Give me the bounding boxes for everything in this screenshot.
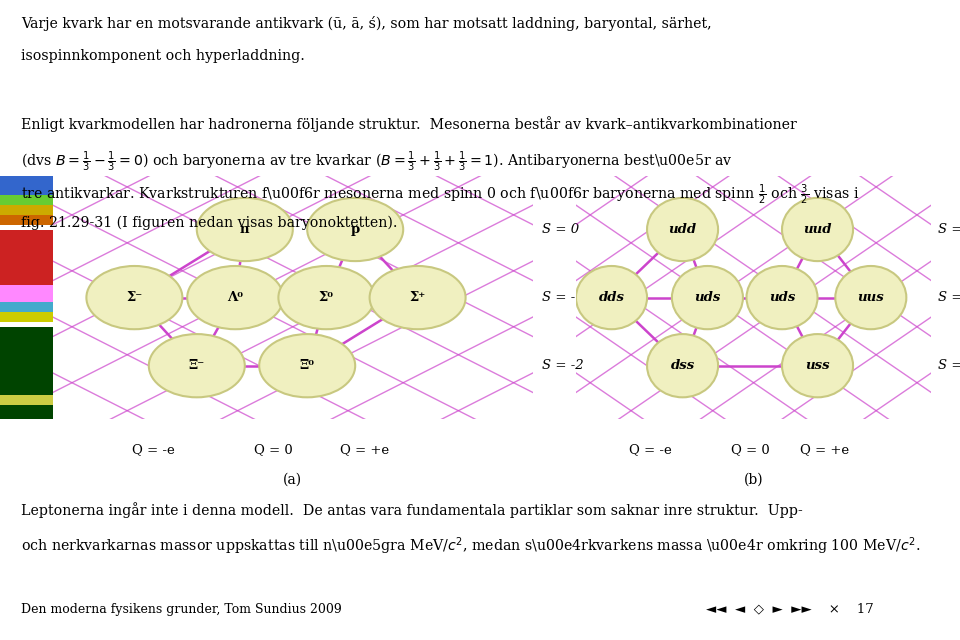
Text: uus: uus: [857, 291, 884, 304]
Text: dss: dss: [670, 359, 695, 372]
Ellipse shape: [259, 334, 355, 397]
Text: Λ⁰: Λ⁰: [228, 291, 243, 304]
Text: Ξ⁰: Ξ⁰: [300, 359, 315, 372]
Text: S = -2: S = -2: [938, 359, 960, 372]
Ellipse shape: [835, 266, 906, 329]
Ellipse shape: [307, 198, 403, 261]
Bar: [0, 285, 53, 303]
Ellipse shape: [86, 266, 182, 329]
Ellipse shape: [197, 198, 293, 261]
Text: Den moderna fysikens grunder, Tom Sundius 2009: Den moderna fysikens grunder, Tom Sundiu…: [21, 603, 342, 616]
Bar: [0, 327, 53, 395]
Text: isospinnkomponent och hyperladdning.: isospinnkomponent och hyperladdning.: [21, 49, 305, 63]
Text: Varje kvark har en motsvarande antikvark (ū, ā, ś), som har motsatt laddning, ba: Varje kvark har en motsvarande antikvark…: [21, 16, 711, 31]
Text: ◄◄  ◄  ◇  ►  ►►    ×    17: ◄◄ ◄ ◇ ► ►► × 17: [706, 603, 874, 616]
Text: Ξ⁻: Ξ⁻: [189, 359, 204, 372]
Ellipse shape: [370, 266, 466, 329]
Text: uss: uss: [805, 359, 829, 372]
Text: tre antikvarkar. Kvarkstrukturen f\u00f6r mesonerna med spinn 0 och f\u00f6r bar: tre antikvarkar. Kvarkstrukturen f\u00f6…: [21, 182, 859, 207]
Text: S = 0: S = 0: [542, 223, 580, 236]
Text: (a): (a): [283, 473, 302, 486]
Text: (b): (b): [744, 473, 763, 486]
Text: Q = -e: Q = -e: [132, 444, 175, 456]
Text: dds: dds: [598, 291, 625, 304]
Text: S = -1: S = -1: [938, 291, 960, 304]
Bar: [0, 303, 53, 312]
Text: Leptonerna ingår inte i denna modell.  De antas vara fundamentala partiklar som : Leptonerna ingår inte i denna modell. De…: [21, 502, 803, 518]
Ellipse shape: [576, 266, 647, 329]
Text: Q = -e: Q = -e: [629, 444, 672, 456]
Text: p: p: [350, 223, 360, 236]
Bar: [0, 395, 53, 404]
Ellipse shape: [149, 334, 245, 397]
Text: uds: uds: [769, 291, 795, 304]
Ellipse shape: [647, 198, 718, 261]
Text: S = -2: S = -2: [542, 359, 584, 372]
Text: udd: udd: [668, 223, 697, 236]
Text: Σ⁻: Σ⁻: [127, 291, 142, 304]
Bar: [0, 205, 53, 215]
Text: Q = +e: Q = +e: [340, 444, 390, 456]
Bar: [0, 230, 53, 285]
Text: Q = +e: Q = +e: [800, 444, 850, 456]
Text: Q = 0: Q = 0: [731, 444, 769, 456]
Text: S = 0: S = 0: [938, 223, 960, 236]
Text: n: n: [240, 223, 250, 236]
Ellipse shape: [647, 334, 718, 397]
Text: Enligt kvarkmodellen har hadronerna följande struktur.  Mesonerna består av kvar: Enligt kvarkmodellen har hadronerna följ…: [21, 116, 797, 132]
Ellipse shape: [782, 334, 853, 397]
Ellipse shape: [747, 266, 818, 329]
Text: och nerkvarkarnas massor uppskattas till n\u00e5gra MeV/$c^2$, medan s\u00e4rkva: och nerkvarkarnas massor uppskattas till…: [21, 536, 921, 557]
Bar: [0, 176, 53, 195]
Text: Σ⁰: Σ⁰: [319, 291, 334, 304]
Ellipse shape: [672, 266, 743, 329]
Bar: [0, 404, 53, 419]
Ellipse shape: [187, 266, 283, 329]
Text: Q = 0: Q = 0: [254, 444, 293, 456]
Text: uds: uds: [694, 291, 721, 304]
Text: uud: uud: [804, 223, 831, 236]
Bar: [0, 195, 53, 205]
Bar: [0, 215, 53, 225]
Text: S = -1: S = -1: [542, 291, 584, 304]
Text: fig. 21.29-31 (I figuren nedan visas baryonoktetten).: fig. 21.29-31 (I figuren nedan visas bar…: [21, 216, 397, 230]
Ellipse shape: [782, 198, 853, 261]
Text: (dvs $B = \frac{1}{3} - \frac{1}{3} = 0$) och baryonerna av tre kvarkar ($B = \f: (dvs $B = \frac{1}{3} - \frac{1}{3} = 0$…: [21, 149, 732, 173]
Text: Σ⁺: Σ⁺: [410, 291, 425, 304]
Bar: [0, 312, 53, 322]
Ellipse shape: [278, 266, 374, 329]
